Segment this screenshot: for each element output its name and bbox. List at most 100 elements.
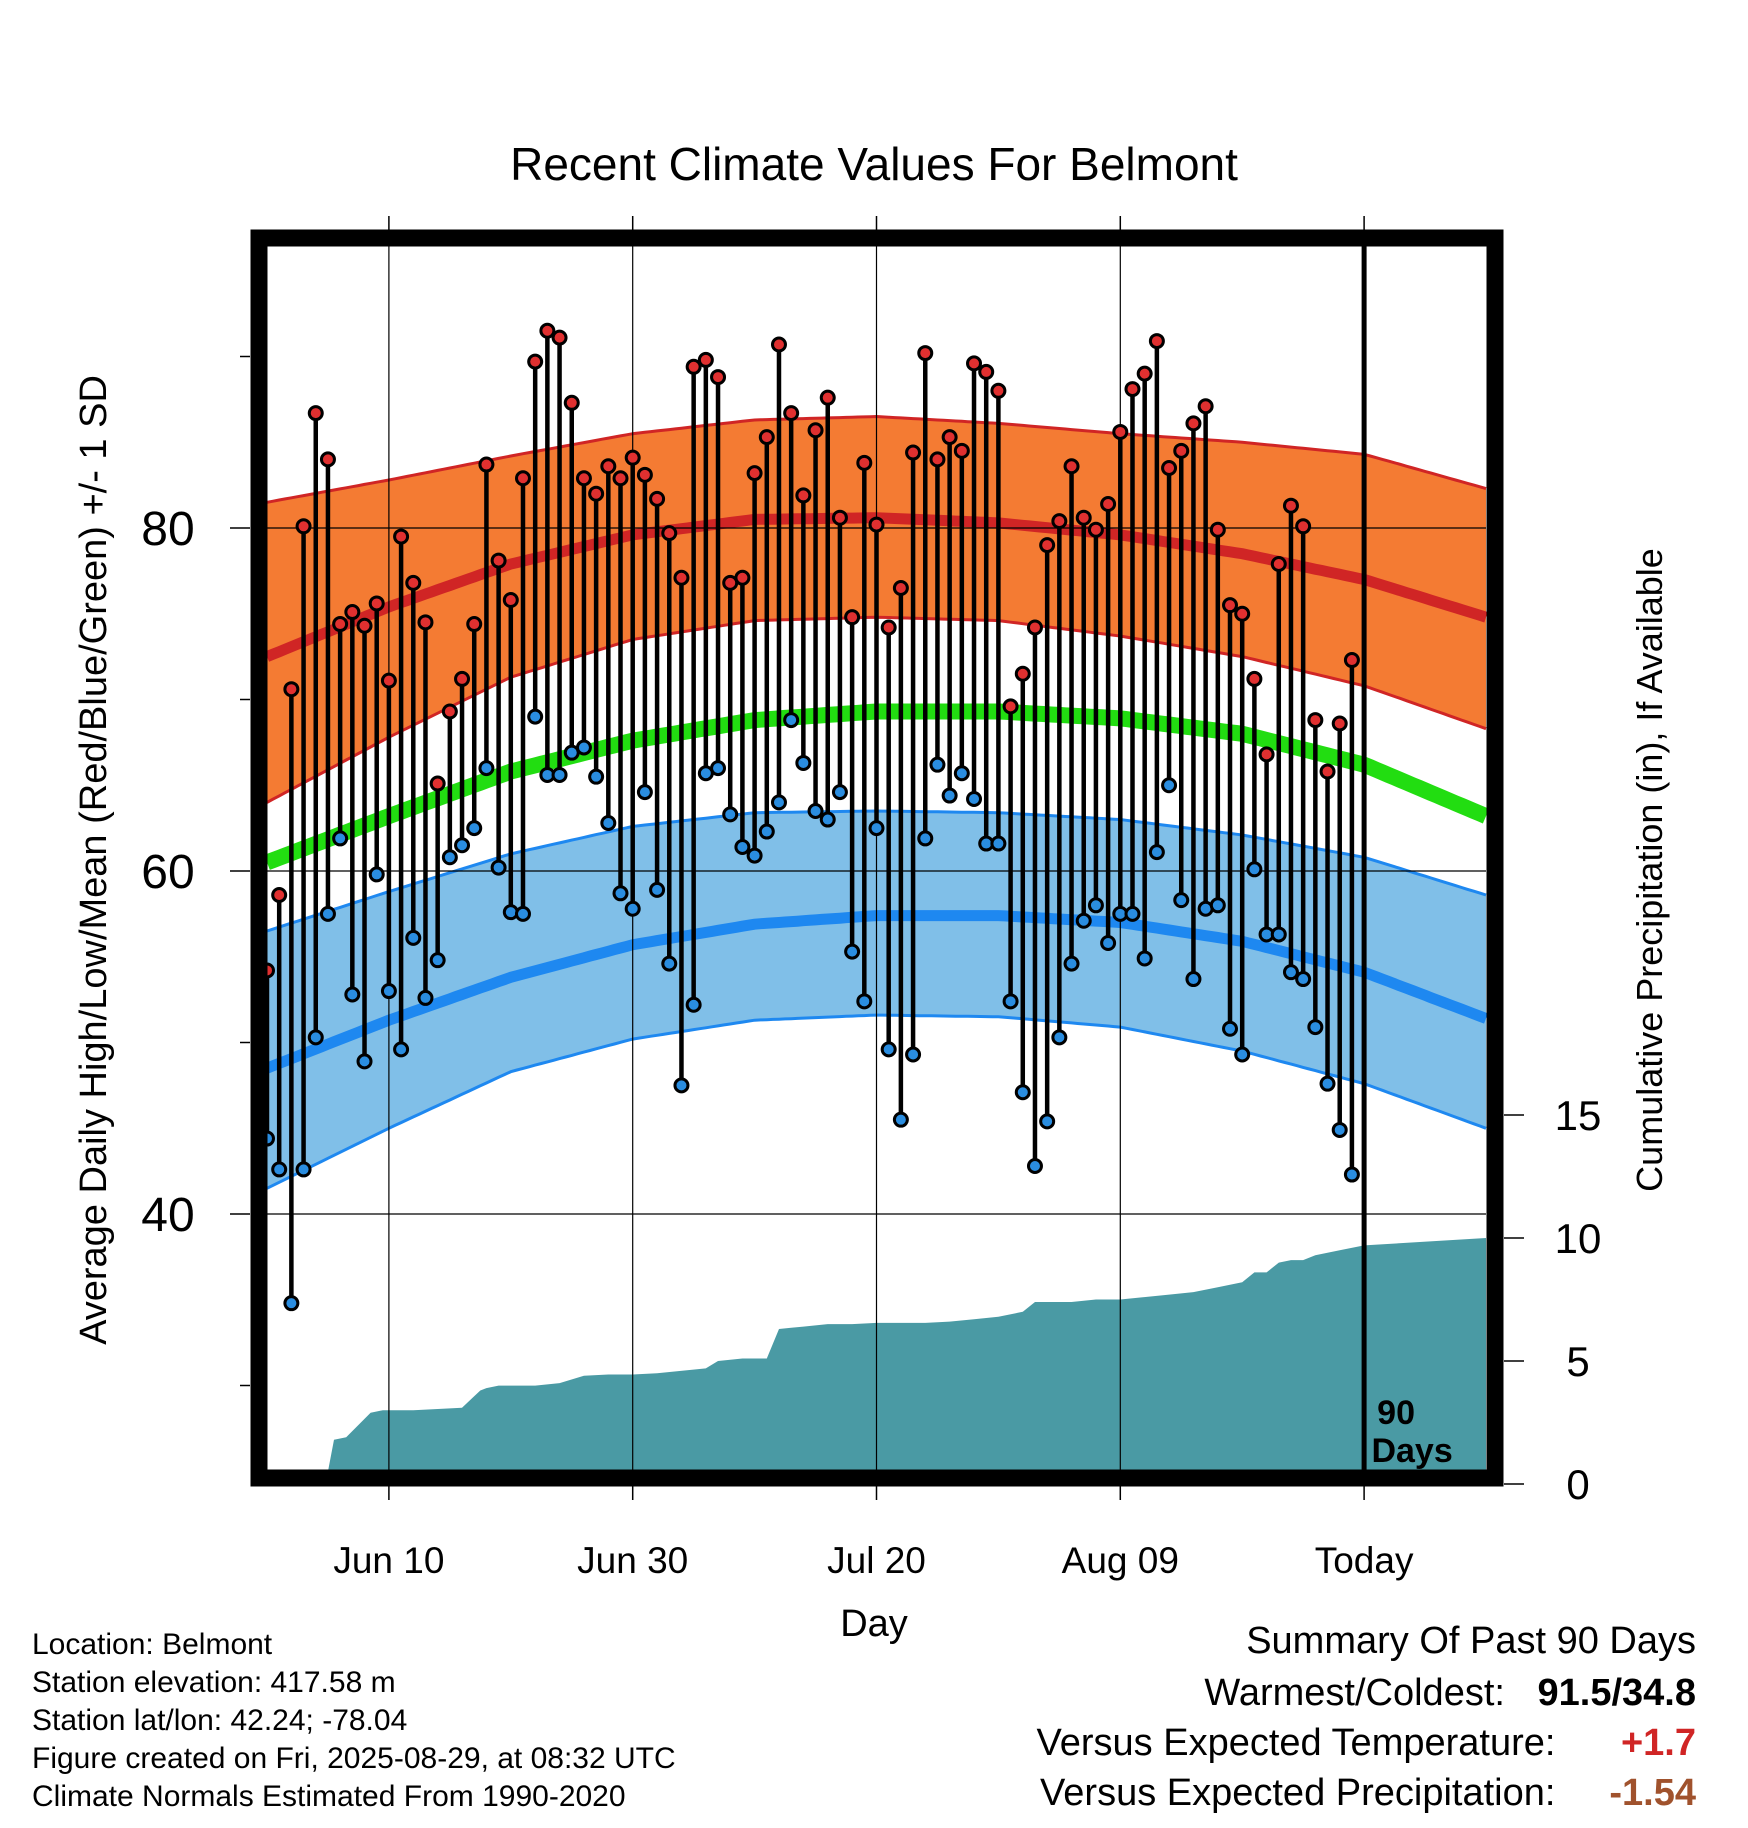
daily-low-point <box>941 787 958 804</box>
daily-high-point <box>551 329 568 346</box>
daily-low-point <box>758 823 775 840</box>
daily-low-point <box>600 814 617 831</box>
daily-low-point <box>1063 955 1080 972</box>
daily-high-point <box>478 456 495 473</box>
daily-high-point <box>295 518 312 535</box>
daily-high-point <box>283 681 300 698</box>
daily-low-point <box>1319 1075 1336 1092</box>
right-tick-label: 5 <box>1566 1338 1589 1385</box>
daily-low-point <box>514 905 531 922</box>
daily-low-point <box>685 996 702 1013</box>
daily-low-point <box>783 712 800 729</box>
info-normals: Climate Normals Estimated From 1990-2020 <box>32 1780 626 1813</box>
daily-high-point <box>527 353 544 370</box>
daily-high-point <box>770 336 787 353</box>
x-tick-label: Jun 10 <box>333 1540 444 1581</box>
left-axis-label: Average Daily High/Low/Mean (Red/Blue/Gr… <box>73 375 115 1345</box>
daily-low-point <box>746 847 763 864</box>
daily-low-point <box>734 838 751 855</box>
daily-low-point <box>575 739 592 756</box>
daily-low-point <box>1051 1029 1068 1046</box>
x-tick-label: Aug 09 <box>1062 1540 1179 1581</box>
left-tick-label: 40 <box>141 1189 194 1242</box>
daily-low-point <box>807 802 824 819</box>
x-axis-label: Day <box>840 1603 908 1645</box>
daily-high-point <box>1112 423 1129 440</box>
daily-high-point <box>454 670 471 687</box>
right-axis-label: Cumulative Precipitation (in), If Availa… <box>1629 548 1670 1192</box>
daily-low-point <box>673 1077 690 1094</box>
summary-temp-label: Versus Expected Temperature: <box>1036 1722 1556 1764</box>
daily-low-point <box>953 765 970 782</box>
daily-high-point <box>1234 605 1251 622</box>
daily-low-point <box>1087 897 1104 914</box>
daily-low-point <box>770 794 787 811</box>
daily-low-point <box>1343 1166 1360 1183</box>
daily-low-point <box>441 849 458 866</box>
daily-high-point <box>636 466 653 483</box>
daily-low-point <box>1075 912 1092 929</box>
daily-low-point <box>344 986 361 1003</box>
daily-low-point <box>1234 1046 1251 1063</box>
left-tick-label: 60 <box>141 846 194 899</box>
daily-high-point <box>344 604 361 621</box>
daily-low-point <box>283 1295 300 1312</box>
daily-high-point <box>1270 556 1287 573</box>
daily-low-point <box>490 859 507 876</box>
daily-high-point <box>466 616 483 633</box>
daily-low-point <box>551 766 568 783</box>
daily-high-point <box>710 369 727 386</box>
info-created: Figure created on Fri, 2025-08-29, at 08… <box>32 1742 676 1775</box>
daily-low-point <box>356 1053 373 1070</box>
daily-high-point <box>819 389 836 406</box>
daily-high-point <box>429 775 446 792</box>
daily-high-point <box>441 703 458 720</box>
daily-low-point <box>868 820 885 837</box>
daily-high-point <box>1246 670 1263 687</box>
summary-temp-value: +1.7 <box>1620 1722 1696 1764</box>
daily-high-point <box>1124 381 1141 398</box>
daily-low-point <box>1270 926 1287 943</box>
daily-high-point <box>1161 459 1178 476</box>
daily-low-point <box>1002 993 1019 1010</box>
daily-high-point <box>978 363 995 380</box>
daily-high-point <box>868 516 885 533</box>
info-elevation: Station elevation: 417.58 m <box>32 1666 396 1699</box>
daily-high-point <box>905 444 922 461</box>
info-location: Location: Belmont <box>32 1628 273 1661</box>
daily-low-point <box>380 983 397 1000</box>
daily-high-point <box>1039 537 1056 554</box>
daily-high-point <box>368 595 385 612</box>
daily-low-point <box>1136 950 1153 967</box>
today-marker-label-2: Days <box>1371 1432 1452 1470</box>
daily-high-point <box>539 322 556 339</box>
daily-high-point <box>380 672 397 689</box>
daily-low-point <box>368 866 385 883</box>
daily-low-point <box>1039 1113 1056 1130</box>
daily-low-point <box>1185 971 1202 988</box>
daily-high-point <box>319 451 336 468</box>
chart-title: Recent Climate Values For Belmont <box>510 138 1238 190</box>
daily-low-point <box>1209 897 1226 914</box>
daily-high-point <box>307 405 324 422</box>
daily-high-point <box>624 449 641 466</box>
daily-low-point <box>295 1161 312 1178</box>
daily-high-point <box>783 405 800 422</box>
summary-temp-row: Versus Expected Temperature: +1.7 <box>1037 1722 1696 1765</box>
summary-precip-value: -1.54 <box>1609 1772 1696 1814</box>
left-tick-label: 80 <box>141 503 194 556</box>
daily-high-point <box>1051 513 1068 530</box>
daily-low-point <box>966 790 983 807</box>
daily-high-point <box>1014 665 1031 682</box>
daily-high-point <box>405 574 422 591</box>
observed-values <box>259 322 1360 1312</box>
daily-low-point <box>917 830 934 847</box>
daily-high-point <box>1100 495 1117 512</box>
daily-high-point <box>892 580 909 597</box>
daily-high-point <box>1343 652 1360 669</box>
daily-high-point <box>1295 518 1312 535</box>
daily-high-point <box>953 442 970 459</box>
summary-precip-label: Versus Expected Precipitation: <box>1040 1772 1556 1814</box>
daily-high-point <box>1063 458 1080 475</box>
